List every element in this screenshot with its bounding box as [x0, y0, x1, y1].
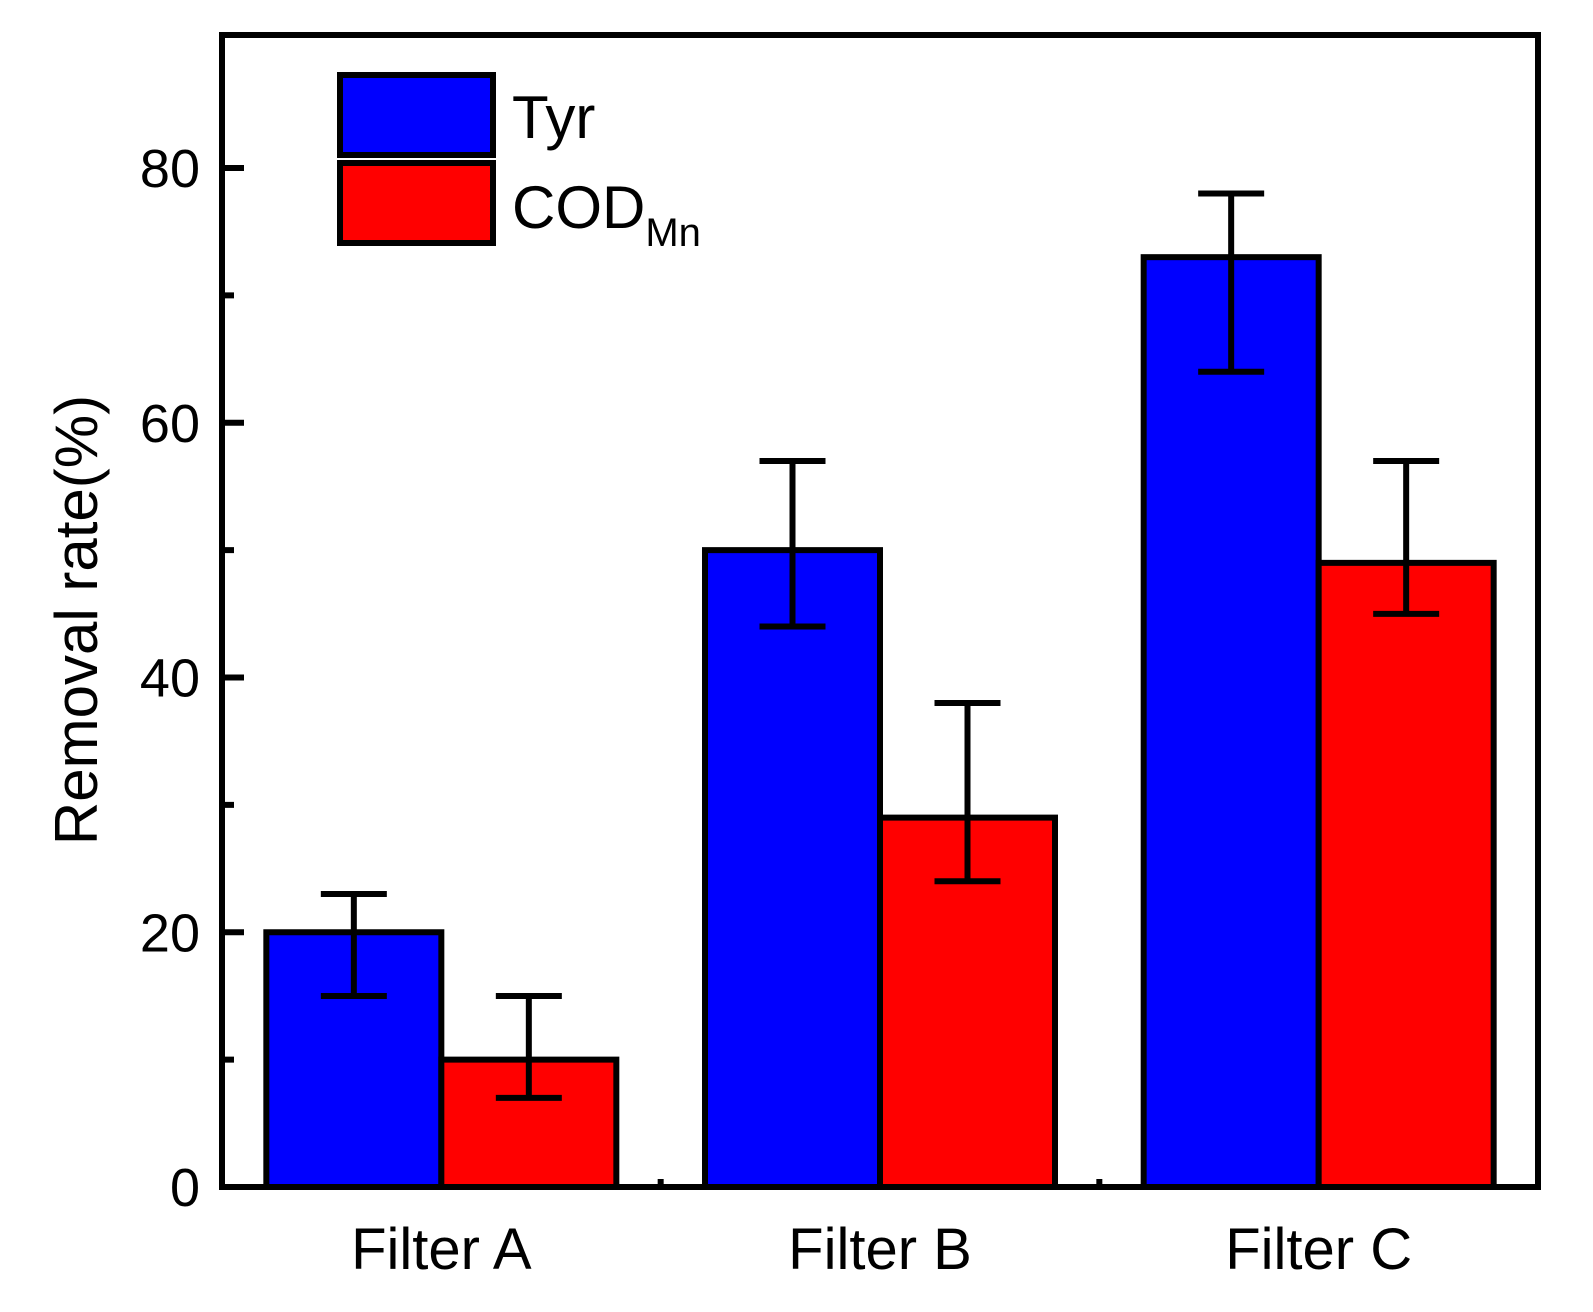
y-ticks-layer: 0 20 40 60 80 — [140, 139, 1103, 1218]
legend-label-cod-main: COD — [512, 174, 645, 241]
bars-layer — [263, 254, 1497, 1191]
x-category-label: Filter C — [1225, 1217, 1412, 1282]
bar-cod — [1315, 559, 1497, 1190]
x-category-label: Filter B — [788, 1217, 972, 1282]
bar-tyr — [702, 547, 883, 1190]
legend-label-tyr: Tyr — [512, 84, 595, 151]
legend-swatch-tyr — [337, 72, 496, 158]
legend-label-cod-sub: Mn — [645, 211, 701, 255]
x-category-label: Filter A — [351, 1217, 532, 1282]
legend-label-cod: CODMn — [512, 174, 701, 255]
x-categories-layer: Filter A Filter B Filter C — [351, 1217, 1412, 1282]
y-axis-title: Removal rate(%) — [43, 395, 110, 845]
legend: Tyr CODMn — [337, 72, 701, 255]
y-tick-label: 80 — [140, 139, 200, 199]
legend-swatch-cod — [337, 160, 496, 246]
plot-frame — [219, 32, 1541, 1190]
bar-tyr — [1140, 254, 1322, 1191]
y-tick-label: 0 — [170, 1158, 200, 1218]
error-bars-layer — [320, 190, 1440, 1101]
y-tick-label: 20 — [140, 903, 200, 963]
y-tick-label: 40 — [140, 649, 200, 709]
y-tick-label: 60 — [140, 394, 200, 454]
